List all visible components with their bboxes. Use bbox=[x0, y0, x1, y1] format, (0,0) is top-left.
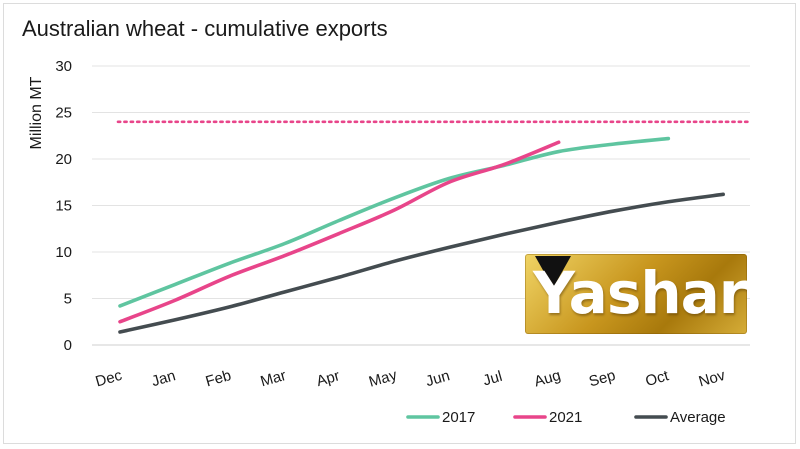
x-tick-label: Nov bbox=[697, 367, 728, 391]
legend-label: Average bbox=[670, 409, 726, 426]
y-tick-label: 30 bbox=[55, 58, 72, 75]
y-tick-label: 15 bbox=[55, 198, 72, 215]
x-tick-label: May bbox=[367, 366, 399, 390]
x-tick-label: Apr bbox=[315, 367, 342, 390]
x-tick-label: Mar bbox=[258, 367, 288, 390]
series-line-average bbox=[118, 192, 725, 334]
x-tick-label: Jan bbox=[150, 367, 178, 390]
chart-frame bbox=[3, 3, 796, 444]
y-tick-label: 5 bbox=[64, 291, 72, 308]
series-layer bbox=[118, 136, 725, 334]
logo-text: Yashar bbox=[533, 259, 747, 327]
x-tick-label: Feb bbox=[204, 367, 234, 390]
legend-label: 2021 bbox=[549, 409, 582, 426]
x-tick-label: Aug bbox=[532, 367, 562, 391]
x-tick-label: Oct bbox=[644, 367, 672, 390]
legend: 2017 2021 Average bbox=[406, 409, 726, 426]
x-tick-label: Sep bbox=[587, 367, 617, 391]
x-tick-label: Jul bbox=[481, 368, 504, 390]
x-tick-label: Jun bbox=[424, 367, 452, 390]
legend-item-2017: 2017 bbox=[406, 409, 475, 426]
y-tick-label: 0 bbox=[64, 337, 72, 354]
series-line-2021 bbox=[118, 140, 561, 324]
y-tick-label: 10 bbox=[55, 244, 72, 261]
logo-triangle-icon bbox=[535, 256, 571, 288]
x-tick-label: Dec bbox=[94, 367, 125, 391]
series-line-2017 bbox=[118, 136, 671, 308]
y-tick-labels: 0 5 10 15 20 25 30 bbox=[55, 58, 72, 354]
yashar-logo: Yashar bbox=[525, 254, 747, 334]
y-tick-label: 25 bbox=[55, 105, 72, 122]
legend-item-average: Average bbox=[634, 409, 726, 426]
y-axis-label: Million MT bbox=[28, 76, 45, 149]
chart-title: Australian wheat - cumulative exports bbox=[22, 16, 388, 41]
x-tick-labels: Dec Jan Feb Mar Apr May Jun Jul Aug Sep Oct Nov bbox=[94, 366, 728, 390]
legend-item-2021: 2021 bbox=[513, 409, 582, 426]
legend-label: 2017 bbox=[442, 409, 475, 426]
y-tick-label: 20 bbox=[55, 151, 72, 168]
